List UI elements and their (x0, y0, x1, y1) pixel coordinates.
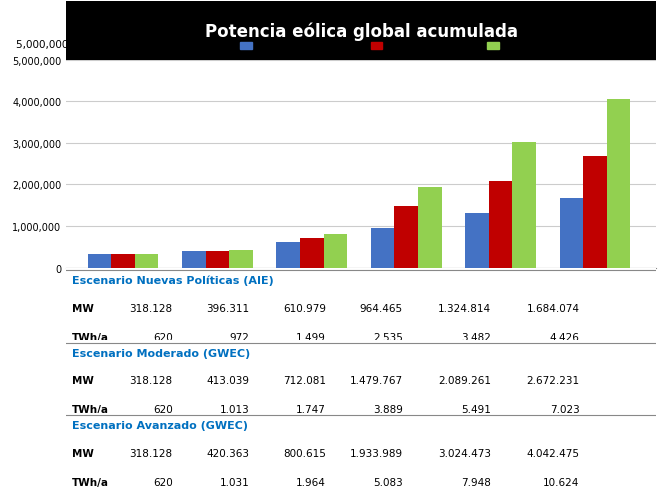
Bar (465, 213, 489, 268)
Text: 1.324.814: 1.324.814 (438, 303, 491, 313)
Text: Escenario Moderado (GWEC): Escenario Moderado (GWEC) (72, 348, 251, 358)
Bar (394, 207, 418, 268)
Text: 5.491: 5.491 (461, 405, 491, 414)
Text: 318.128: 318.128 (129, 375, 172, 386)
Bar (111, 255, 135, 268)
Text: MW: MW (72, 375, 94, 386)
Text: 413.039: 413.039 (206, 375, 249, 386)
Text: 3.024.473: 3.024.473 (438, 448, 491, 458)
Text: 1.479.767: 1.479.767 (349, 375, 402, 386)
Text: 800.615: 800.615 (283, 448, 326, 458)
Bar (512, 142, 536, 268)
Text: TWh/a: TWh/a (72, 332, 109, 342)
Bar (229, 251, 253, 268)
Text: 972: 972 (229, 332, 249, 342)
Bar (607, 100, 631, 268)
Bar (300, 239, 324, 268)
Text: Escenario Avanzado (GWEC): Escenario Avanzado (GWEC) (72, 420, 248, 430)
Text: 4.042.475: 4.042.475 (526, 448, 579, 458)
Text: 1.499: 1.499 (296, 332, 326, 342)
Text: Escenario Nuevas Políticas (AIE): Escenario Nuevas Políticas (AIE) (72, 275, 274, 286)
Bar (276, 243, 300, 268)
Text: 7.948: 7.948 (461, 477, 491, 487)
Text: 2.535: 2.535 (373, 332, 402, 342)
Text: 1.013: 1.013 (219, 405, 249, 414)
Text: TWh/a: TWh/a (72, 477, 109, 487)
Text: 2.089.261: 2.089.261 (438, 375, 491, 386)
Text: 620: 620 (152, 405, 172, 414)
Text: 318.128: 318.128 (129, 303, 172, 313)
Legend: New Policies scenario, Moderate scenario, Advanced scenario: New Policies scenario, Moderate scenario… (237, 38, 599, 56)
Text: 396.311: 396.311 (206, 303, 249, 313)
Text: 610.979: 610.979 (283, 303, 326, 313)
Text: 7.023: 7.023 (550, 405, 579, 414)
Text: 620: 620 (152, 332, 172, 342)
Bar (560, 198, 583, 268)
Bar (489, 182, 512, 268)
Text: Potencia eólica global acumulada: Potencia eólica global acumulada (205, 22, 518, 41)
Bar (418, 188, 442, 268)
Text: MW: MW (72, 448, 94, 458)
Text: MW: MW (72, 303, 94, 313)
Text: 1.747: 1.747 (296, 405, 326, 414)
Bar (324, 235, 347, 268)
Text: 620: 620 (152, 477, 172, 487)
Text: 1.964: 1.964 (296, 477, 326, 487)
Text: 2.672.231: 2.672.231 (526, 375, 579, 386)
Text: 4.426: 4.426 (550, 332, 579, 342)
Bar (371, 228, 394, 268)
Text: 1.031: 1.031 (219, 477, 249, 487)
Text: 3.889: 3.889 (373, 405, 402, 414)
Bar (583, 157, 607, 268)
Text: TWh/a: TWh/a (72, 405, 109, 414)
Text: 3.482: 3.482 (461, 332, 491, 342)
Text: 5,000,000 — Megavatios (MW): 5,000,000 — Megavatios (MW) (16, 40, 176, 50)
Text: 1.933.989: 1.933.989 (349, 448, 402, 458)
Text: 1.684.074: 1.684.074 (526, 303, 579, 313)
Text: 318.128: 318.128 (129, 448, 172, 458)
Bar (206, 251, 229, 268)
Bar (182, 252, 206, 268)
Bar (135, 255, 158, 268)
Text: 10.624: 10.624 (543, 477, 579, 487)
Text: 712.081: 712.081 (283, 375, 326, 386)
Text: 5.083: 5.083 (373, 477, 402, 487)
Bar (88, 255, 111, 268)
Text: 964.465: 964.465 (359, 303, 402, 313)
Text: 420.363: 420.363 (206, 448, 249, 458)
